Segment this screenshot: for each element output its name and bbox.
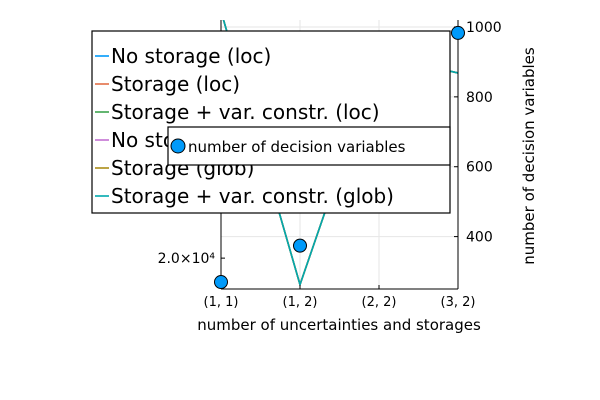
legend-scatter-series: number of decision variables [167,126,451,166]
left-y-tick-labels: 2.0×10⁴ [158,251,216,267]
legend-label: Storage + var. constr. (glob) [111,184,394,208]
right-y-tick-label: 400 [466,230,493,246]
legend-label: No storage (loc) [111,44,271,68]
legend-box [91,30,451,214]
legend-box [167,126,451,166]
x-tick-label: (3, 2) [441,295,476,310]
x-tick-label: (1, 2) [283,295,318,310]
right-y-tick-label: 600 [466,160,493,176]
scatter-point [451,25,465,40]
x-tick-label: (2, 2) [362,295,397,310]
right-y-tick-label: 1000 [466,20,502,36]
x-tick-labels: (1, 1) (1, 2) (2, 2) (3, 2) [204,295,476,310]
scatter-point [214,275,228,290]
legend-marker [170,138,186,154]
legend-label: Storage + var. constr. (loc) [111,100,380,124]
scatter-points [214,25,465,290]
right-y-tick-label: 800 [466,90,493,106]
x-tick-label: (1, 1) [204,295,239,310]
left-y-tick-label: 2.0×10⁴ [158,251,216,267]
scatter-point [293,238,307,253]
legend-label: Storage (loc) [111,72,240,96]
legend-label: number of decision variables [188,138,406,156]
right-y-axis-label: number of decision variables [520,47,538,265]
right-y-tick-labels: 400 600 800 1000 [466,20,502,246]
legend-line-series: No storage (loc) Storage (loc) Storage + v… [91,30,451,214]
x-axis-label: number of uncertainties and storages [197,316,481,334]
